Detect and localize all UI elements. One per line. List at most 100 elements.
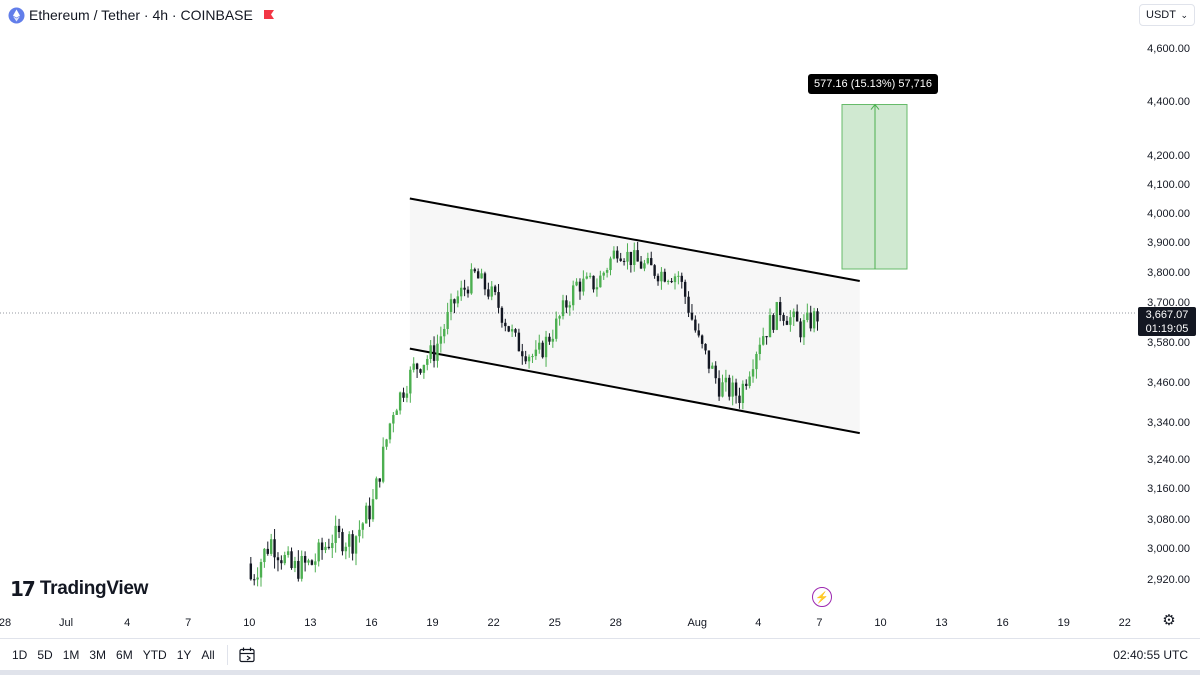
candle-body bbox=[368, 505, 371, 520]
candle-body bbox=[653, 265, 656, 276]
channel-lower-line[interactable] bbox=[409, 347, 860, 435]
candle-body bbox=[609, 258, 612, 271]
candle-body bbox=[443, 328, 446, 337]
candle-body bbox=[337, 525, 341, 533]
y-axis-label: 4,200.00 bbox=[1147, 150, 1190, 162]
candle-body bbox=[466, 289, 470, 294]
candle-body bbox=[616, 250, 619, 259]
x-axis-label: Aug bbox=[687, 617, 707, 629]
candle-body bbox=[772, 315, 775, 330]
candle-body bbox=[375, 478, 378, 500]
candle-body bbox=[493, 286, 497, 293]
candle-body bbox=[476, 271, 480, 279]
candle-body bbox=[704, 343, 707, 351]
candle-body bbox=[490, 286, 493, 297]
symbol-title[interactable]: Ethereum / Tether · 4h · COINBASE bbox=[29, 7, 253, 23]
candle-body bbox=[639, 261, 643, 269]
calendar-icon[interactable] bbox=[238, 646, 256, 664]
x-axis-label: 4 bbox=[755, 617, 761, 629]
tradingview-mark-icon: 17 bbox=[10, 577, 36, 601]
x-axis-label: 16 bbox=[997, 617, 1009, 629]
range-5d-button[interactable]: 5D bbox=[37, 647, 53, 662]
candle-body bbox=[293, 560, 297, 569]
bar-countdown: 01:19:05 bbox=[1145, 323, 1189, 335]
candle-body bbox=[578, 281, 582, 292]
tradingview-wordmark: TradingView bbox=[39, 578, 149, 599]
candle-body bbox=[500, 307, 504, 323]
candle-body bbox=[449, 299, 453, 312]
y-axis-label: 4,100.00 bbox=[1147, 179, 1190, 191]
range-1d-button[interactable]: 1D bbox=[12, 647, 28, 662]
candle-body bbox=[348, 534, 351, 547]
range-6m-button[interactable]: 6M bbox=[116, 647, 133, 662]
candle-body bbox=[660, 271, 663, 282]
lightning-icon[interactable]: ⚡ bbox=[812, 587, 832, 607]
candle-body bbox=[300, 555, 303, 579]
x-axis-label: 10 bbox=[874, 617, 886, 629]
range-1m-button[interactable]: 1M bbox=[62, 647, 80, 662]
last-price-badge: 3,667.07 01:19:05 bbox=[1138, 307, 1196, 336]
price-chart[interactable]: 4,600.00 4,400.00 4,200.00 4,100.00 4,000.00… bbox=[0, 0, 1200, 638]
candle-body bbox=[643, 263, 646, 269]
candle-body bbox=[463, 287, 466, 290]
candle-body bbox=[585, 276, 588, 279]
candle-body bbox=[741, 383, 745, 404]
candle-body bbox=[544, 336, 548, 358]
candle-body bbox=[361, 523, 364, 530]
candle-body bbox=[392, 414, 395, 424]
range-all-button[interactable]: All bbox=[201, 647, 215, 662]
candle-body bbox=[405, 393, 409, 398]
tradingview-logo[interactable]: 17 TradingView bbox=[10, 577, 148, 601]
candle-body bbox=[276, 557, 280, 561]
currency-selector[interactable]: USDT ⌄ bbox=[1139, 4, 1195, 26]
y-axis-label: 3,700.00 bbox=[1147, 297, 1190, 309]
candle-body bbox=[758, 344, 762, 354]
candle-body bbox=[714, 365, 717, 379]
candle-body bbox=[324, 546, 327, 551]
candle-body bbox=[561, 300, 565, 317]
candle-body bbox=[538, 342, 541, 350]
candle-body bbox=[663, 271, 667, 282]
candle-body bbox=[806, 312, 809, 321]
candle-body bbox=[303, 555, 307, 563]
utc-clock[interactable]: 02:40:55 UTC bbox=[1113, 648, 1188, 662]
candle-body bbox=[575, 281, 578, 286]
chart-header: Ethereum / Tether · 4h · COINBASE bbox=[0, 0, 1136, 30]
candle-body bbox=[724, 377, 728, 383]
range-3m-button[interactable]: 3M bbox=[89, 647, 107, 662]
candle-body bbox=[256, 577, 259, 580]
candle-body bbox=[541, 342, 544, 358]
candle-body bbox=[755, 353, 758, 370]
candle-body bbox=[273, 539, 276, 558]
candle-body bbox=[595, 287, 599, 290]
range-1y-button[interactable]: 1Y bbox=[176, 647, 192, 662]
candle-body bbox=[253, 579, 256, 581]
candle-body bbox=[402, 392, 405, 398]
candle-body bbox=[619, 258, 622, 261]
candle-body bbox=[422, 364, 426, 373]
x-axis-label: 13 bbox=[304, 617, 316, 629]
candle-body bbox=[497, 292, 500, 308]
candle-body bbox=[650, 258, 653, 266]
candle-body bbox=[314, 561, 317, 565]
gear-icon[interactable]: ⚙ bbox=[1162, 612, 1176, 629]
channel-upper-line[interactable] bbox=[409, 197, 860, 282]
y-axis-label: 4,600.00 bbox=[1147, 43, 1190, 55]
candle-body bbox=[341, 532, 344, 552]
candle-body bbox=[307, 560, 310, 563]
y-axis-label: 3,000.00 bbox=[1147, 543, 1190, 555]
candle-body bbox=[636, 250, 639, 262]
candle-body bbox=[748, 376, 751, 386]
candle-body bbox=[731, 382, 734, 397]
range-ytd-button[interactable]: YTD bbox=[142, 647, 167, 662]
candle-body bbox=[683, 281, 687, 297]
candle-body bbox=[599, 275, 602, 288]
candle-body bbox=[483, 273, 487, 290]
candle-body bbox=[426, 358, 429, 365]
bottom-edge bbox=[0, 670, 1200, 675]
candle-body bbox=[707, 350, 711, 369]
candle-body bbox=[738, 395, 741, 404]
red-flag-icon[interactable] bbox=[263, 9, 275, 21]
candle-body bbox=[782, 315, 785, 321]
channel-fill bbox=[409, 198, 860, 434]
